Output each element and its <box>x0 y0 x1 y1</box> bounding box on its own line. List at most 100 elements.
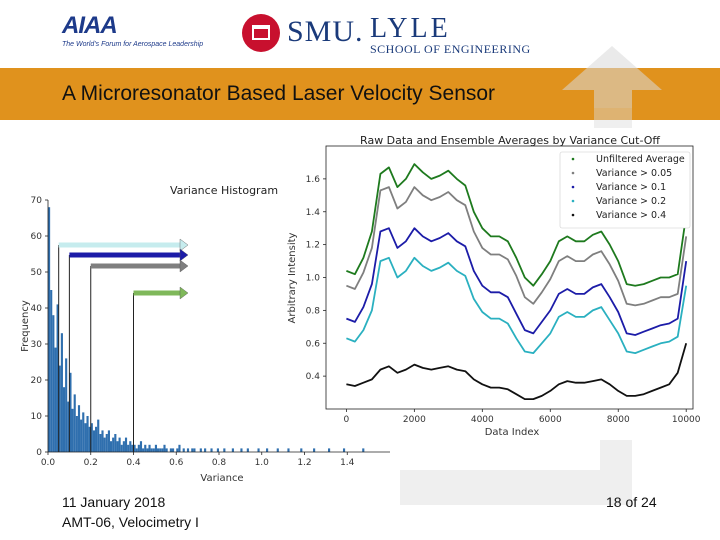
line-chart-title: Raw Data and Ensemble Averages by Varian… <box>360 134 660 147</box>
histogram-bar <box>120 444 123 452</box>
cutoff-arrow-shaft <box>133 290 180 296</box>
histogram-bar <box>56 304 59 452</box>
lyle-school-text: SCHOOL OF ENGINEERING <box>370 42 531 56</box>
histogram-y-label: Frequency <box>20 300 31 352</box>
histogram-bar <box>116 441 119 452</box>
cutoff-arrow-head-icon <box>179 286 189 300</box>
cutoff-arrow-head-icon <box>179 248 189 262</box>
histogram-bar <box>73 394 76 452</box>
cutoff-arrow-head-icon <box>179 259 189 273</box>
histogram-bar <box>109 441 113 452</box>
line-x-tick-label: 6000 <box>539 415 562 425</box>
histogram-bar <box>139 441 143 452</box>
line-x-tick-label: 10000 <box>672 415 701 425</box>
histogram-bar <box>75 416 78 452</box>
histogram-bar <box>92 430 96 452</box>
histogram-bar <box>50 290 53 452</box>
histogram-bar <box>77 405 81 452</box>
histogram-title: Variance Histogram <box>170 184 278 197</box>
histogram-x-tick-label: 0.2 <box>84 458 98 468</box>
legend-label-4: Variance > 0.2 <box>596 196 666 207</box>
histogram-bar <box>157 448 160 452</box>
histogram-bar <box>150 448 153 452</box>
histogram-bar <box>204 448 207 452</box>
histogram-bar <box>62 387 66 452</box>
variance-histogram: 0 10 20 30 40 50 60 70 0.0 0.2 0.4 0.6 0.8 1.0 1.2 1.4 V… <box>20 184 390 484</box>
histogram-bar <box>67 401 70 452</box>
line-y-tick-label: 1.0 <box>306 274 321 284</box>
line-y-tick-label: 1.6 <box>306 175 321 185</box>
histogram-bar <box>231 448 234 452</box>
histogram-y-tick-label: 70 <box>31 196 43 206</box>
histogram-bar <box>193 448 196 452</box>
histogram-bar <box>122 441 125 452</box>
lyle-logo-text: LYLE <box>370 13 451 44</box>
histogram-x-tick-label: 0.6 <box>169 458 184 468</box>
histogram-x-tick-label: 0.8 <box>212 458 227 468</box>
histogram-bar <box>142 448 145 452</box>
legend-label-5: Variance > 0.4 <box>596 210 666 221</box>
histogram-bar <box>135 448 138 452</box>
histogram-y-tick-label: 40 <box>31 304 43 314</box>
histogram-bar <box>124 437 128 452</box>
histogram-bar <box>88 426 91 452</box>
series-line-2 <box>346 186 688 307</box>
footer-date: 11 January 2018 <box>62 494 166 510</box>
histogram-bar <box>103 437 106 452</box>
histogram-bar <box>178 444 181 452</box>
histogram-bar <box>52 315 55 452</box>
header-logos: AIAA The World's Forum for Aerospace Lea… <box>0 0 720 68</box>
histogram-bar <box>54 347 57 452</box>
legend-label-2: Variance > 0.05 <box>596 168 672 179</box>
line-x-tick-label: 8000 <box>607 415 630 425</box>
histogram-y-tick-label: 60 <box>31 232 43 242</box>
histogram-y-tick-label: 20 <box>31 376 43 386</box>
histogram-bar <box>176 448 179 452</box>
slide-title: A Microresonator Based Laser Velocity Se… <box>62 82 496 105</box>
line-y-tick-label: 0.6 <box>306 339 321 349</box>
histogram-bar <box>159 448 162 452</box>
histogram-y-tick-label: 30 <box>31 340 43 350</box>
histogram-bar <box>69 372 72 452</box>
cutoff-arrow-shaft <box>69 252 180 258</box>
series-line-4 <box>346 256 688 354</box>
raw-data-line-chart: 0.4 0.6 0.8 1.0 1.2 1.4 1.6 0 2000 4000 6000 8000 10… <box>285 128 701 440</box>
histogram-bar <box>300 448 303 452</box>
histogram-bar <box>65 358 68 452</box>
histogram-bar <box>362 448 365 452</box>
histogram-bar <box>276 448 279 452</box>
aiaa-logo: AIAA The World's Forum for Aerospace Lea… <box>62 12 203 60</box>
line-y-label: Arbitrary Intensity <box>287 232 298 323</box>
histogram-bar <box>161 448 164 452</box>
histogram-bar <box>152 448 155 452</box>
histogram-bar <box>114 434 117 452</box>
histogram-bar <box>223 448 226 452</box>
histogram-bar <box>60 333 63 452</box>
histogram-bar <box>240 448 243 452</box>
histogram-bar <box>133 444 136 452</box>
histogram-x-label: Variance <box>200 473 243 484</box>
histogram-bar <box>97 419 100 452</box>
histogram-bar <box>169 448 172 452</box>
histogram-bar <box>182 448 185 452</box>
histogram-bar <box>105 434 108 452</box>
histogram-x-tick-label: 0.4 <box>126 458 141 468</box>
histogram-bar <box>107 430 110 452</box>
series-line-1 <box>346 163 688 287</box>
line-x-tick-label: 2000 <box>403 415 426 425</box>
histogram-bar <box>146 448 149 452</box>
histogram-bar <box>101 430 104 452</box>
histogram-bar <box>48 207 51 452</box>
histogram-x-tick-label: 1.2 <box>297 458 311 468</box>
cutoff-arrow-head-icon <box>179 238 189 252</box>
histogram-bar <box>186 448 190 452</box>
line-x-tick-label: 0 <box>344 415 350 425</box>
histogram-bar <box>137 444 140 452</box>
line-x-label: Data Index <box>485 427 540 438</box>
line-x-tick-label: 4000 <box>471 415 494 425</box>
aiaa-logo-text: AIAA <box>62 12 118 39</box>
histogram-bar <box>266 448 269 452</box>
histogram-bar <box>129 441 132 452</box>
line-y-tick-label: 1.2 <box>306 241 320 251</box>
